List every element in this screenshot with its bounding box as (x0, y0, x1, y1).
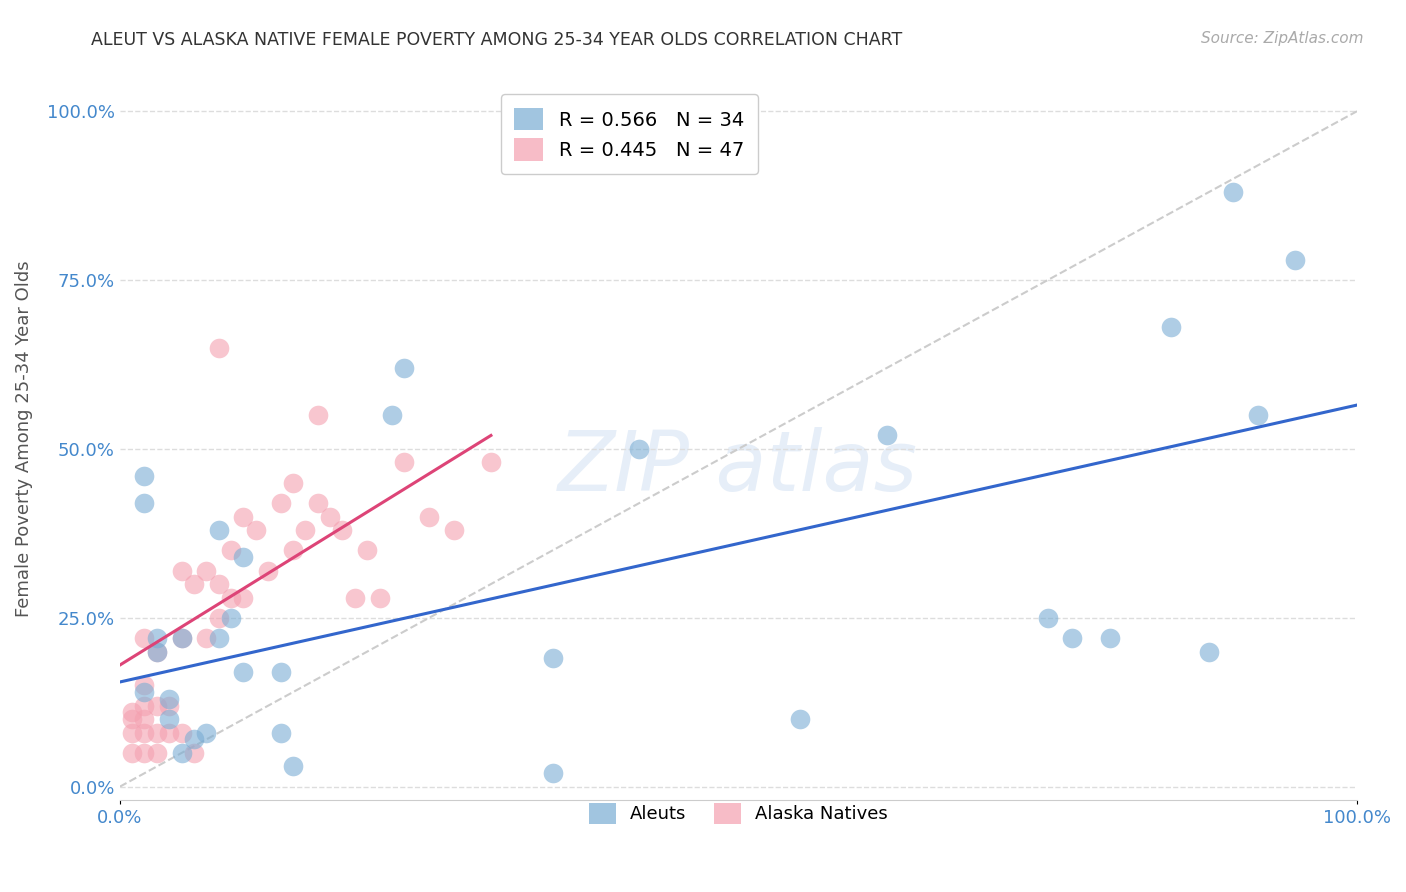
Point (232, 591, 254, 605)
Y-axis label: Female Poverty Among 25-34 Year Olds: Female Poverty Among 25-34 Year Olds (15, 260, 32, 617)
Point (479, 455, 502, 469)
Point (183, 746, 205, 760)
Point (356, 543, 378, 558)
Point (381, 408, 404, 422)
Point (343, 591, 366, 605)
Point (443, 523, 465, 537)
Point (232, 665, 254, 679)
Point (134, 469, 156, 483)
Point (219, 611, 242, 625)
Point (146, 725, 169, 739)
Point (541, 651, 564, 665)
Point (1284, 252, 1306, 267)
Point (157, 692, 180, 706)
Point (121, 706, 143, 720)
Point (157, 698, 180, 713)
Point (232, 549, 254, 564)
Point (1222, 186, 1244, 200)
Point (195, 631, 218, 645)
Point (134, 496, 156, 510)
Point (270, 665, 292, 679)
Point (183, 577, 205, 591)
Point (170, 725, 193, 739)
Point (394, 455, 416, 469)
Point (134, 712, 156, 726)
Point (195, 725, 218, 739)
Point (146, 645, 169, 659)
Point (208, 577, 231, 591)
Point (170, 564, 193, 578)
Point (195, 564, 218, 578)
Point (307, 496, 329, 510)
Point (307, 408, 329, 422)
Point (134, 678, 156, 692)
Point (208, 341, 231, 355)
Point (134, 685, 156, 699)
Point (628, 442, 651, 456)
Point (134, 746, 156, 760)
Point (208, 611, 231, 625)
Point (1160, 320, 1182, 334)
Point (281, 759, 304, 773)
Point (208, 523, 231, 537)
Point (1198, 645, 1220, 659)
Point (170, 631, 193, 645)
Point (208, 631, 231, 645)
Point (294, 523, 316, 537)
Point (146, 631, 169, 645)
Text: ZIP atlas: ZIP atlas (558, 427, 918, 508)
Point (1098, 631, 1121, 645)
Point (368, 591, 391, 605)
Point (121, 712, 143, 726)
Point (281, 543, 304, 558)
Point (876, 428, 898, 442)
Point (1036, 611, 1059, 625)
Point (146, 746, 169, 760)
Point (270, 725, 292, 739)
Point (121, 746, 143, 760)
Point (257, 564, 280, 578)
Point (134, 631, 156, 645)
Point (157, 712, 180, 726)
Point (219, 591, 242, 605)
Text: ALEUT VS ALASKA NATIVE FEMALE POVERTY AMONG 25-34 YEAR OLDS CORRELATION CHART: ALEUT VS ALASKA NATIVE FEMALE POVERTY AM… (91, 31, 903, 49)
Point (270, 496, 292, 510)
Point (146, 698, 169, 713)
Point (170, 631, 193, 645)
Point (134, 698, 156, 713)
Point (134, 725, 156, 739)
Legend: Aleuts, Alaska Natives: Aleuts, Alaska Natives (578, 792, 898, 835)
Point (1247, 408, 1270, 422)
Point (281, 475, 304, 490)
Point (183, 732, 205, 747)
Point (232, 509, 254, 524)
Point (394, 360, 416, 375)
Text: Source: ZipAtlas.com: Source: ZipAtlas.com (1201, 31, 1364, 46)
Point (418, 509, 440, 524)
Point (789, 712, 811, 726)
Point (319, 509, 342, 524)
Point (121, 725, 143, 739)
Point (219, 543, 242, 558)
Point (157, 725, 180, 739)
Point (1062, 631, 1084, 645)
Point (332, 523, 354, 537)
Point (541, 766, 564, 780)
Point (146, 645, 169, 659)
Point (245, 523, 267, 537)
Point (170, 746, 193, 760)
